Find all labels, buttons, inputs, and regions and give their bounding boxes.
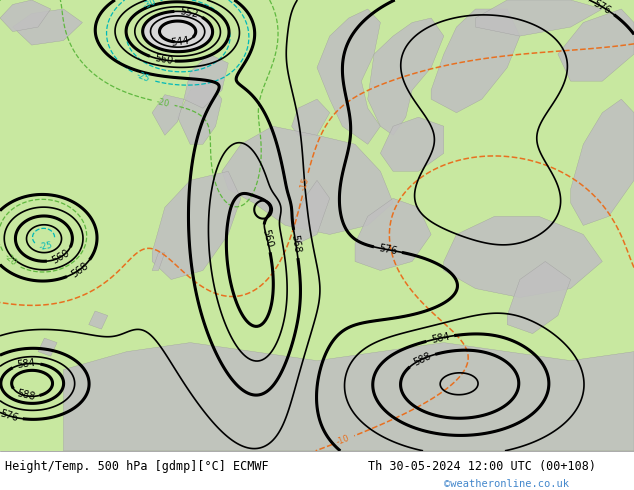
Polygon shape bbox=[152, 172, 241, 279]
Polygon shape bbox=[571, 99, 634, 225]
Text: 576: 576 bbox=[378, 243, 398, 256]
Text: -30: -30 bbox=[141, 0, 157, 11]
Polygon shape bbox=[507, 262, 571, 334]
Polygon shape bbox=[380, 117, 444, 172]
Polygon shape bbox=[13, 9, 82, 45]
Polygon shape bbox=[178, 81, 222, 144]
Text: 560: 560 bbox=[50, 248, 71, 266]
Text: 576: 576 bbox=[592, 0, 612, 16]
Text: 576: 576 bbox=[0, 408, 19, 423]
Polygon shape bbox=[0, 0, 51, 31]
Polygon shape bbox=[317, 9, 380, 144]
Polygon shape bbox=[38, 338, 57, 356]
Polygon shape bbox=[476, 0, 602, 36]
Text: 568: 568 bbox=[290, 234, 302, 254]
Text: 544: 544 bbox=[170, 36, 190, 48]
Polygon shape bbox=[184, 54, 228, 108]
Polygon shape bbox=[292, 99, 330, 135]
Polygon shape bbox=[89, 311, 108, 329]
Text: 588: 588 bbox=[411, 351, 432, 368]
Text: Height/Temp. 500 hPa [gdmp][°C] ECMWF: Height/Temp. 500 hPa [gdmp][°C] ECMWF bbox=[5, 460, 269, 473]
Text: 552: 552 bbox=[179, 6, 199, 19]
Text: -15: -15 bbox=[299, 176, 311, 192]
Polygon shape bbox=[63, 343, 634, 451]
Text: -20: -20 bbox=[155, 97, 171, 109]
Text: 584: 584 bbox=[16, 358, 36, 370]
Polygon shape bbox=[368, 18, 444, 135]
Text: ©weatheronline.co.uk: ©weatheronline.co.uk bbox=[444, 479, 569, 489]
Polygon shape bbox=[355, 198, 431, 270]
Text: -25: -25 bbox=[38, 241, 53, 252]
Polygon shape bbox=[292, 180, 330, 244]
Text: -10: -10 bbox=[335, 434, 351, 447]
Text: 560: 560 bbox=[260, 228, 274, 248]
Polygon shape bbox=[558, 9, 634, 81]
Text: 560: 560 bbox=[153, 53, 174, 66]
Text: Th 30-05-2024 12:00 UTC (00+108): Th 30-05-2024 12:00 UTC (00+108) bbox=[368, 460, 596, 473]
Polygon shape bbox=[222, 126, 393, 234]
Text: 568: 568 bbox=[69, 260, 90, 279]
Text: 584: 584 bbox=[430, 331, 450, 345]
Text: -20: -20 bbox=[2, 252, 18, 268]
Polygon shape bbox=[444, 217, 602, 297]
Text: 588: 588 bbox=[15, 389, 36, 403]
Polygon shape bbox=[152, 95, 184, 135]
Polygon shape bbox=[152, 252, 165, 270]
Polygon shape bbox=[431, 9, 520, 113]
Text: -25: -25 bbox=[135, 71, 151, 84]
